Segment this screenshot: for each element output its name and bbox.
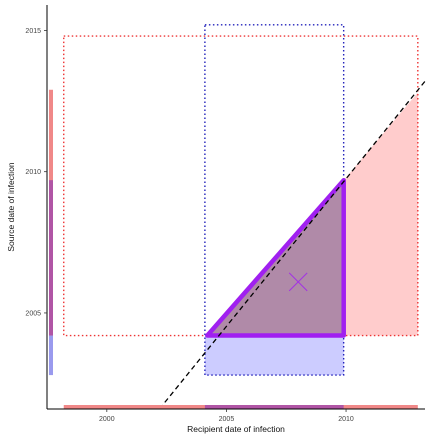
- x-axis-title: Recipient date of infection: [187, 424, 285, 434]
- recipient-window-rect: [204, 24, 345, 376]
- x-tick-label: 2000: [99, 416, 115, 423]
- y-rug-bar-1: [49, 335, 53, 376]
- y-axis-title: Source date of infection: [6, 162, 16, 252]
- x-axis-ticks: 2000 2005 2010: [99, 409, 354, 423]
- x-rug-bar-1: [204, 405, 344, 409]
- y-rug-bar-2: [49, 180, 53, 336]
- y-tick-label: 2005: [25, 310, 41, 317]
- source-window-rect: [63, 35, 419, 337]
- y-axis-ticks: 2005 2010 2015: [25, 28, 47, 317]
- x-tick-label: 2005: [219, 416, 235, 423]
- centroid-marker-stroke: [288, 272, 308, 292]
- recipient-only-region: [204, 335, 344, 376]
- y-tick-label: 2010: [25, 169, 41, 176]
- source-only-region: [343, 92, 418, 336]
- x-tick-label: 2010: [338, 416, 354, 423]
- overlap-border: [205, 177, 346, 338]
- centroid-marker: [288, 272, 308, 292]
- diagonal-line: [158, 80, 426, 410]
- plot-area: [49, 24, 426, 410]
- y-tick-label: 2015: [25, 28, 41, 35]
